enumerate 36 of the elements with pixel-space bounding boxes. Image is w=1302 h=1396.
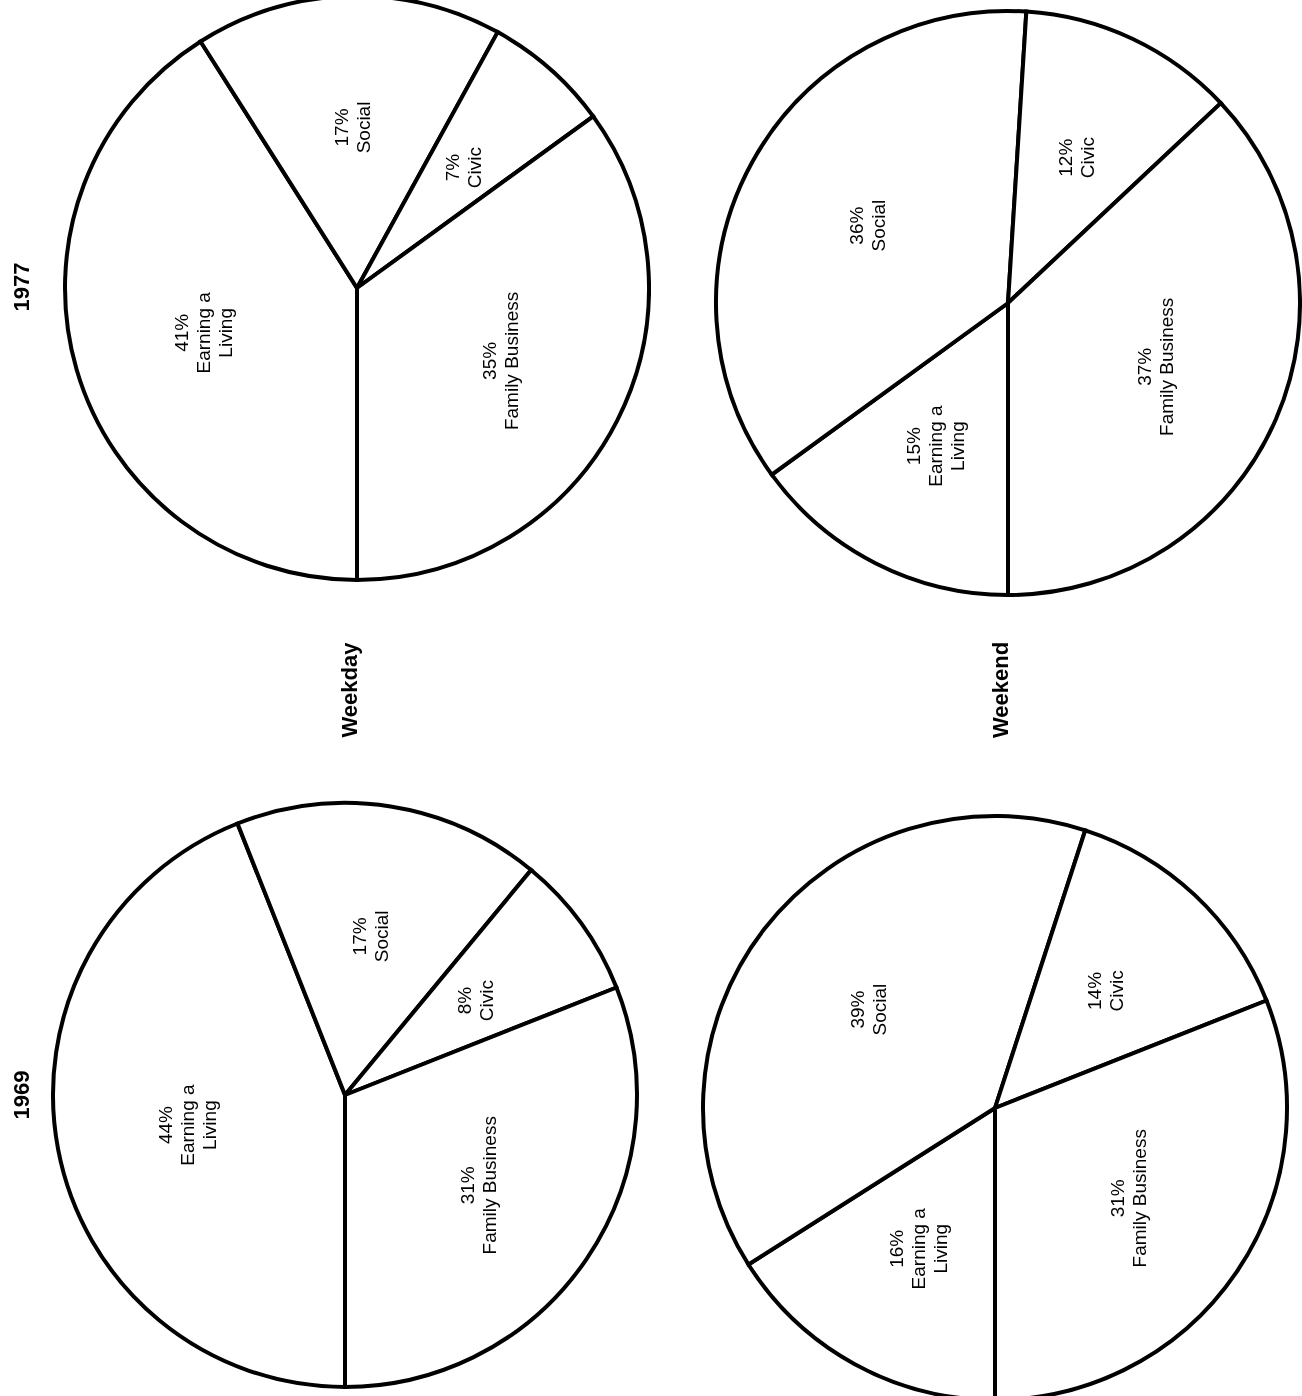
slice-label: Civic	[1076, 137, 1098, 179]
data-label: 44%	[154, 1105, 176, 1145]
slice-label: Earning a Living	[924, 405, 968, 487]
data-label: 41%	[170, 313, 192, 352]
data-label: 14%	[1083, 971, 1105, 1010]
slice-label: Civic	[475, 980, 497, 1022]
slice-label: Family Business	[478, 1116, 500, 1255]
slice-label: Social	[868, 983, 890, 1036]
data-label: 36%	[845, 206, 867, 245]
slice-label: Family Business	[1128, 1129, 1150, 1268]
slice-label: Social	[867, 199, 889, 252]
data-label: 12%	[1054, 138, 1076, 177]
data-label: 17%	[348, 917, 370, 956]
slice-label: Social	[352, 101, 374, 154]
data-label: 31%	[1106, 1179, 1128, 1218]
slice-label: Social	[370, 910, 392, 963]
slice-label: Family Business	[1155, 297, 1177, 436]
text: Weekday	[337, 642, 363, 738]
data-label: 39%	[846, 990, 868, 1029]
data-label: 17%	[330, 108, 352, 147]
data-label: 7%	[441, 153, 463, 182]
slice-label: Earning a Living	[192, 291, 236, 374]
data-label: 8%	[453, 986, 475, 1015]
slice-label: Earning a Living	[176, 1084, 220, 1166]
data-label: 35%	[478, 341, 500, 380]
text: 1977	[9, 262, 35, 312]
slice-label: Earning a Living	[907, 1207, 951, 1290]
slice-label: Civic	[463, 146, 485, 189]
data-label: 15%	[902, 426, 924, 466]
text: Weekend	[988, 641, 1014, 739]
data-label: 16%	[885, 1229, 907, 1268]
text: 1969	[9, 1070, 35, 1120]
slice-label: Family Business	[500, 291, 522, 431]
slice-label: Civic	[1105, 970, 1127, 1012]
data-label: 31%	[456, 1166, 478, 1205]
data-label: 37%	[1133, 347, 1155, 386]
